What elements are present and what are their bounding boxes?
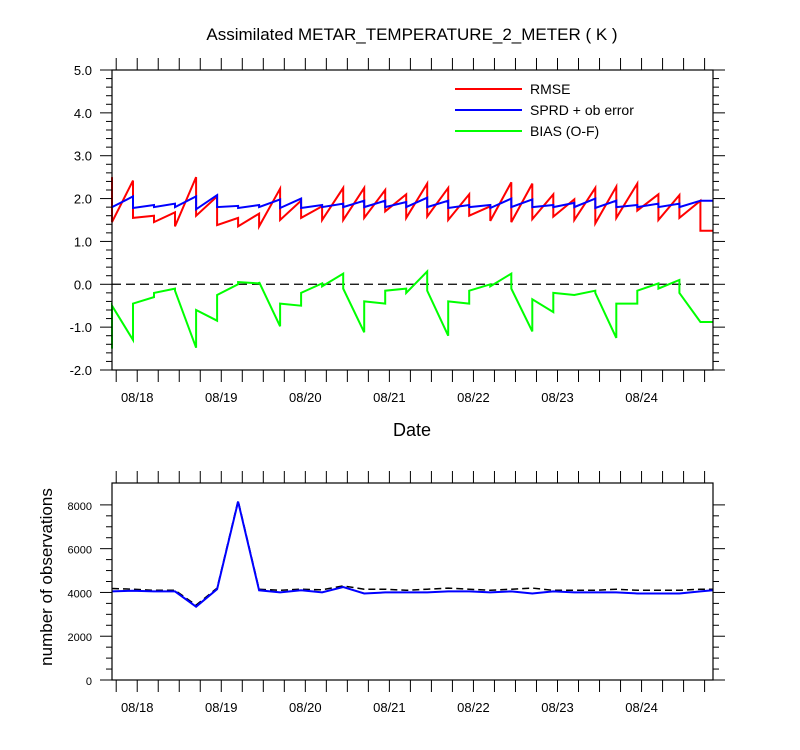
top-series-bias-o-f [111, 268, 713, 349]
top-x-tick-label: 08/19 [205, 390, 238, 405]
top-series-rmse [111, 176, 713, 232]
legend-label: SPRD + ob error [530, 102, 634, 118]
bottom-y-tick-label: 4000 [68, 588, 92, 600]
top-chart-frame [111, 69, 714, 371]
bottom-chart-axes: 0 2000 4000 6000 8000 08/18 08/19 08/20 08/21 08/… [68, 471, 725, 715]
top-y-tick-label: 3.0 [74, 149, 92, 164]
bottom-x-tick-label: 08/20 [289, 700, 322, 715]
bottom-x-tick-label: 08/21 [373, 700, 406, 715]
top-y-tick-label: -2.0 [70, 363, 92, 378]
top-series-sprd-ob-error [111, 193, 713, 212]
legend: RMSE SPRD + ob error BIAS (O-F) [455, 81, 634, 139]
bottom-y-tick-label: 0 [86, 676, 92, 688]
top-y-tick-label: 5.0 [74, 63, 92, 78]
bottom-y-tick-label: 8000 [68, 501, 92, 513]
bottom-x-tick-label: 08/24 [625, 700, 658, 715]
top-y-tick-label: 4.0 [74, 106, 92, 121]
top-x-tick-label: 08/22 [457, 390, 490, 405]
top-y-tick-label: 2.0 [74, 192, 92, 207]
bottom-x-tick-label: 08/23 [541, 700, 574, 715]
top-x-tick-label: 08/21 [373, 390, 406, 405]
top-x-tick-label: 08/23 [541, 390, 574, 405]
bottom-x-tick-label: 08/22 [457, 700, 490, 715]
bottom-chart-frame [111, 482, 714, 681]
bottom-x-tick-label: 08/19 [205, 700, 238, 715]
top-y-tick-label: 0.0 [74, 277, 92, 292]
top-chart-series [111, 176, 713, 349]
bottom-chart-y-axis-label: number of observations [37, 488, 56, 666]
top-chart-x-axis-label: Date [393, 420, 431, 440]
top-x-tick-label: 08/18 [121, 390, 154, 405]
top-chart-axes: -2.0 -1.0 0.0 1.0 2.0 3.0 4.0 5.0 08/18 08/19 08/2… [70, 58, 725, 405]
bottom-series-assimilated-observations [111, 501, 714, 608]
top-y-tick-label: -1.0 [70, 320, 92, 335]
chart-title: Assimilated METAR_TEMPERATURE_2_METER ( … [206, 25, 617, 44]
bottom-series-possible-observations [111, 500, 713, 607]
legend-label: BIAS (O-F) [530, 123, 599, 139]
top-x-tick-label: 08/24 [625, 390, 658, 405]
bottom-y-tick-label: 2000 [68, 632, 92, 644]
legend-label: RMSE [530, 81, 570, 97]
top-y-tick-label: 1.0 [74, 234, 92, 249]
bottom-x-tick-label: 08/18 [121, 700, 154, 715]
bottom-chart-series [111, 500, 714, 608]
top-x-tick-label: 08/20 [289, 390, 322, 405]
bottom-y-tick-label: 6000 [68, 545, 92, 557]
